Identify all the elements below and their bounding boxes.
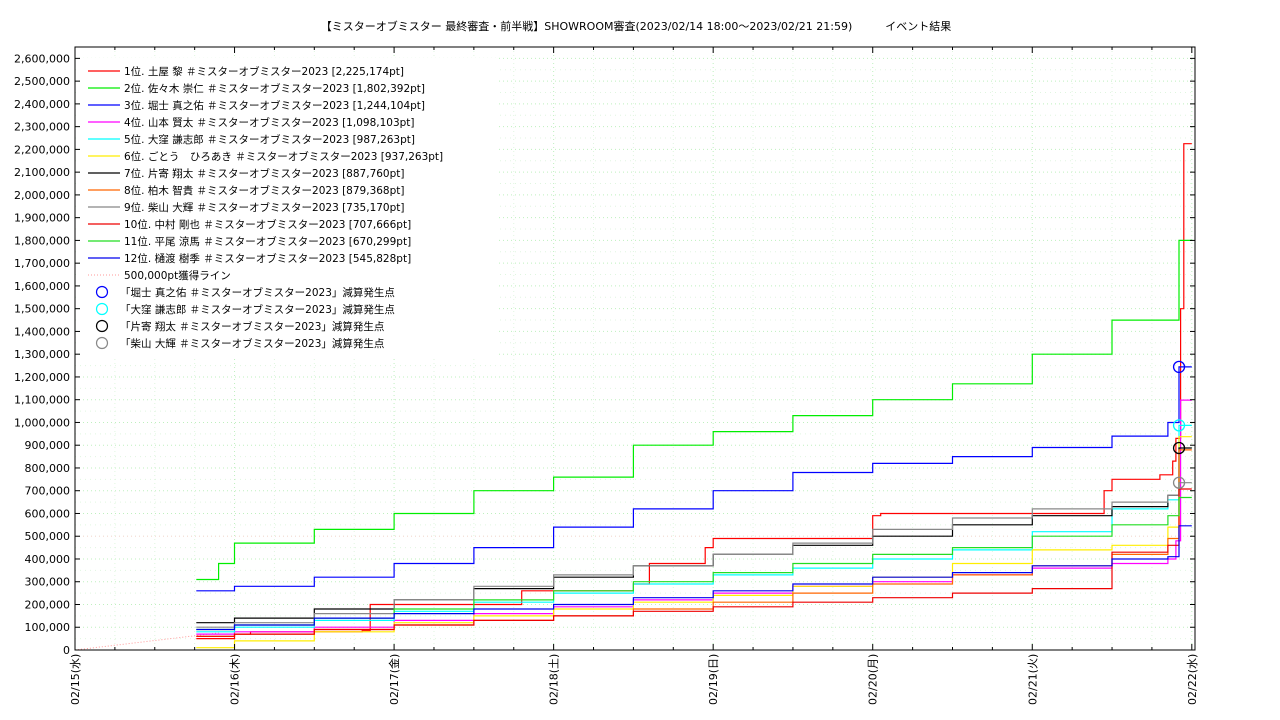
- legend-marker-2: [95, 302, 109, 316]
- x-tick-label: 02/15(水): [69, 654, 82, 705]
- y-tick-label: 700,000: [25, 485, 71, 498]
- y-tick-label: 1,200,000: [14, 371, 70, 384]
- legend-label-2: 2位. 佐々木 崇仁 ＃ミスターオブミスター2023 [1,802,392pt]: [124, 82, 425, 95]
- legend-label-10: 10位. 中村 剛也 ＃ミスターオブミスター2023 [707,666pt]: [124, 218, 411, 231]
- legend: 1位. 土屋 黎 ＃ミスターオブミスター2023 [2,225,174pt] 2位…: [80, 58, 496, 358]
- legend-label-8: 8位. 柏木 智貴 ＃ミスターオブミスター2023 [879,368pt]: [124, 184, 405, 197]
- y-tick-label: 2,300,000: [14, 121, 70, 134]
- y-tick-label: 1,300,000: [14, 348, 70, 361]
- legend-marker-4: [95, 336, 109, 350]
- y-tick-label: 1,700,000: [14, 257, 70, 270]
- series-line-9: [196, 482, 1192, 628]
- chart-title: 【ミスターオブミスター 最終審査・前半戦】SHOWROOM審査(2023/02/…: [321, 19, 952, 33]
- y-tick-label: 1,400,000: [14, 325, 70, 338]
- y-tick-label: 400,000: [25, 553, 71, 566]
- legend-marker-label-3: 「片寄 翔太 ＃ミスターオブミスター2023」減算発生点: [120, 320, 384, 333]
- legend-marker-label-4: 「柴山 大輝 ＃ミスターオブミスター2023」減算発生点: [120, 337, 384, 350]
- y-tick-label: 2,100,000: [14, 166, 70, 179]
- y-tick-label: 500,000: [25, 530, 71, 543]
- y-tick-label: 2,500,000: [14, 75, 70, 88]
- reference-line: [74, 535, 1192, 651]
- legend-label-7: 7位. 片寄 翔太 ＃ミスターオブミスター2023 [887,760pt]: [124, 167, 405, 180]
- y-tick-label: 2,400,000: [14, 98, 70, 111]
- legend-label-9: 9位. 柴山 大輝 ＃ミスターオブミスター2023 [735,170pt]: [124, 201, 405, 214]
- deduction-markers: [1172, 360, 1186, 489]
- legend-label-reference: 500,000pt獲得ライン: [124, 269, 231, 282]
- x-tick-label: 02/20(月): [867, 654, 880, 705]
- deduction-marker-2: [1172, 419, 1186, 432]
- y-tick-label: 2,600,000: [14, 52, 70, 65]
- y-tick-label: 1,100,000: [14, 394, 70, 407]
- legend-marker-label-2: 「大窪 謙志郎 ＃ミスターオブミスター2023」減算発生点: [120, 303, 395, 316]
- series-line-3: [196, 366, 1192, 592]
- x-tick-label: 02/19(日): [707, 654, 720, 705]
- reference-line-ramp: [74, 632, 219, 651]
- y-tick-label: 1,000,000: [14, 416, 70, 429]
- series-lines: [196, 143, 1193, 649]
- deduction-marker-1: [1172, 360, 1186, 374]
- y-tick-label: 900,000: [25, 439, 71, 452]
- legend-label-6: 6位. ごとう ひろあき ＃ミスターオブミスター2023 [937,263pt]: [124, 150, 443, 163]
- series-line-10: [196, 488, 1192, 637]
- legend-marker-1: [95, 285, 109, 299]
- plot-frame: [74, 46, 1196, 651]
- x-tick-label: 02/22(水): [1186, 654, 1199, 705]
- x-tick-label: 02/17(金): [387, 654, 401, 705]
- y-tick-label: 1,500,000: [14, 303, 70, 316]
- legend-marker-label-1: 「堀士 真之佑 ＃ミスターオブミスター2023」減算発生点: [120, 286, 395, 299]
- legend-marker-3: [95, 319, 109, 333]
- legend-box: [80, 58, 496, 358]
- series-line-1: [196, 143, 1192, 640]
- legend-label-12: 12位. 樋渡 樹季 ＃ミスターオブミスター2023 [545,828pt]: [124, 252, 411, 265]
- legend-label-11: 11位. 平尾 涼馬 ＃ミスターオブミスター2023 [670,299pt]: [124, 235, 411, 248]
- y-tick-label: 1,600,000: [14, 280, 70, 293]
- series-line-4: [196, 399, 1192, 635]
- series-line-2: [196, 239, 1193, 581]
- y-tick-label: 0: [63, 644, 70, 657]
- y-tick-label: 200,000: [25, 598, 71, 611]
- y-tick-label: 2,200,000: [14, 143, 70, 156]
- legend-label-3: 3位. 堀士 真之佑 ＃ミスターオブミスター2023 [1,244,104pt]: [124, 99, 425, 112]
- series-line-7: [196, 447, 1192, 624]
- series-line-12: [196, 525, 1192, 631]
- y-tick-label: 100,000: [25, 621, 71, 634]
- y-tick-label: 1,900,000: [14, 212, 70, 225]
- series-line-6: [196, 436, 1192, 649]
- y-tick-label: 1,800,000: [14, 234, 70, 247]
- x-axis: 02/15(水) 02/16(木) 02/17(金) 02/18(土) 02/19(日)…: [69, 47, 1199, 705]
- x-tick-label: 02/21(火): [1026, 654, 1039, 705]
- y-tick-label: 300,000: [25, 576, 71, 589]
- legend-label-4: 4位. 山本 賢太 ＃ミスターオブミスター2023 [1,098,103pt]: [124, 116, 415, 129]
- series-line-5: [196, 424, 1192, 633]
- x-tick-label: 02/16(木): [229, 654, 242, 705]
- legend-label-1: 1位. 土屋 黎 ＃ミスターオブミスター2023 [2,225,174pt]: [124, 65, 404, 78]
- deduction-marker-3: [1172, 441, 1186, 455]
- y-tick-label: 2,000,000: [14, 189, 70, 202]
- y-tick-label: 600,000: [25, 507, 71, 520]
- legend-label-5: 5位. 大窪 謙志郎 ＃ミスターオブミスター2023 [987,263pt]: [124, 133, 415, 146]
- series-line-8: [196, 449, 1192, 637]
- deduction-marker-4: [1172, 476, 1186, 489]
- x-tick-label: 02/18(土): [548, 654, 561, 705]
- y-tick-label: 800,000: [25, 462, 71, 475]
- y-axis: 0 100,000 200,000 300,000 400,000 500,000 600,…: [14, 52, 1195, 657]
- grid: [74, 47, 1195, 651]
